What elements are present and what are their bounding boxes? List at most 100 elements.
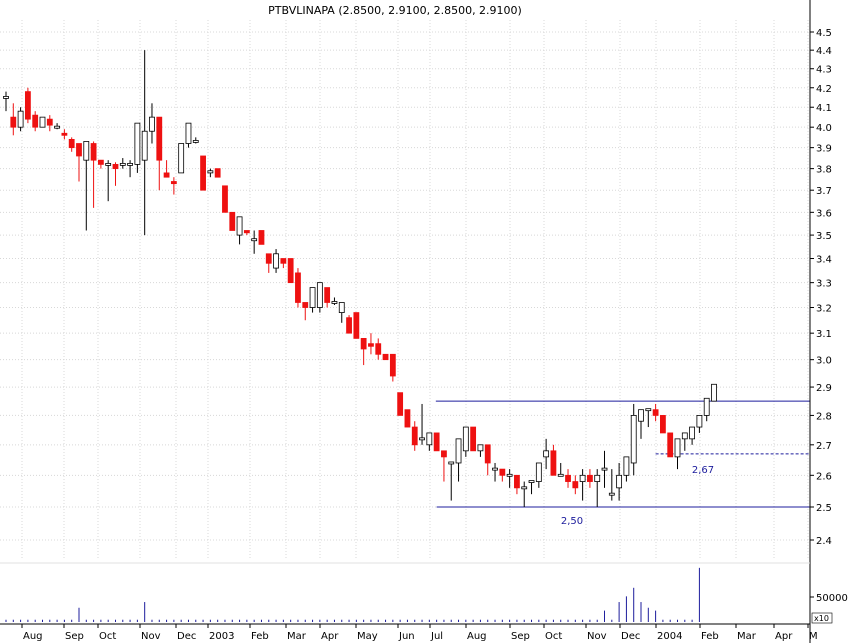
candle-body	[10, 116, 17, 128]
y-tick-label: 4.1	[816, 103, 832, 114]
x-tick-label: Jul	[430, 631, 443, 642]
candle-body	[375, 343, 382, 355]
candle-body	[119, 162, 126, 166]
candle-body	[324, 287, 331, 303]
level-lines: 2,50 2,67	[435, 400, 810, 527]
x-tick-label: Apr	[775, 631, 793, 642]
y-tick-label: 2.9	[816, 383, 832, 394]
candle-body	[433, 432, 440, 452]
x-tick-label: Nov	[141, 631, 161, 642]
y-tick-label: 3.8	[816, 165, 832, 176]
x-tick-label: Aug	[467, 631, 487, 642]
candle-body	[477, 444, 484, 452]
candle-body	[309, 287, 316, 308]
x-tick-label: Sep	[65, 631, 84, 642]
candle-body	[484, 444, 491, 464]
candle-body	[222, 185, 228, 213]
x-tick-label: 2003	[209, 631, 234, 642]
candle-body	[557, 473, 564, 477]
candle-body	[608, 492, 615, 496]
candle-body	[207, 170, 214, 174]
candle-body	[149, 116, 155, 132]
candle-body	[265, 253, 272, 264]
candle-body	[587, 474, 593, 482]
chart-title: PTBVLINAPA (2.8500, 2.9100, 2.8500, 2.91…	[268, 4, 522, 17]
x-tick-label: Mar	[737, 631, 757, 642]
candle-body	[141, 130, 148, 161]
candle-body	[426, 432, 433, 446]
candle-body	[689, 426, 696, 440]
y-tick-label: 2.5	[816, 503, 832, 514]
candle-body	[54, 125, 60, 129]
candle-body	[229, 211, 236, 231]
y-tick-label: 3.9	[816, 144, 832, 155]
candle-body	[68, 138, 75, 149]
candle-body	[506, 473, 513, 477]
candle-body	[565, 474, 571, 482]
volume-multiplier-label: x10	[814, 614, 829, 623]
candle-body	[667, 432, 674, 458]
candle-body	[273, 253, 279, 269]
x-tick-label: Oct	[545, 631, 562, 642]
candle-body	[711, 383, 717, 402]
x-tick-label: Sep	[511, 631, 530, 642]
x-tick-label: Dec	[177, 631, 196, 642]
candle-body	[543, 450, 550, 458]
y-tick-label: 2.8	[816, 411, 832, 422]
candle-body	[170, 181, 177, 185]
candle-body	[368, 343, 374, 347]
candle-body	[90, 143, 97, 161]
annotation-support: 2,50	[561, 516, 583, 527]
candle-body	[528, 480, 535, 483]
candle-body	[696, 415, 703, 428]
x-tick-label: M	[809, 631, 818, 642]
candle-body	[674, 438, 681, 458]
candle-body	[105, 162, 112, 166]
candle-body	[185, 122, 192, 144]
y-tick-label: 2.7	[816, 441, 832, 452]
candle-body	[200, 155, 206, 191]
candle-body	[638, 409, 644, 422]
candle-body	[550, 450, 557, 476]
y-tick-label: 3.0	[816, 356, 832, 367]
x-tick-label: Mar	[287, 631, 307, 642]
x-tick-label: Aug	[23, 631, 43, 642]
candle-body	[411, 426, 418, 446]
y-tick-label: 4.3	[816, 65, 832, 76]
x-tick-label: Jun	[398, 631, 415, 642]
candle-body	[112, 163, 119, 170]
candle-body	[17, 110, 24, 128]
x-tick-label: Feb	[251, 631, 269, 642]
candle-body	[652, 409, 659, 416]
candle-body	[97, 159, 104, 165]
candle-body	[419, 437, 425, 441]
y-tick-label: 3.5	[816, 231, 832, 242]
candle-body	[360, 338, 367, 350]
candle-body	[389, 353, 396, 377]
y-tick-label: 3.7	[816, 186, 832, 197]
y-tick-label: 4.5	[816, 28, 832, 39]
candle-body	[535, 462, 542, 482]
candle-body	[579, 474, 586, 482]
candle-body	[39, 116, 46, 128]
y-tick-label: 4.0	[816, 123, 832, 134]
candle-body	[441, 450, 447, 458]
candles	[3, 50, 717, 508]
candle-body	[316, 282, 323, 308]
candle-body	[521, 486, 528, 490]
candle-body	[127, 162, 133, 166]
candle-body	[660, 415, 666, 434]
y-tick-label: 3.3	[816, 279, 832, 290]
candle-body	[470, 426, 477, 452]
y-tick-label: 2.6	[816, 471, 832, 482]
x-tick-label: 2004	[657, 631, 682, 642]
volume-tick-label: 50000	[816, 593, 848, 604]
candle-body	[32, 114, 39, 128]
candle-body	[302, 302, 309, 308]
annotation-secondary: 2,67	[692, 465, 714, 476]
x-tick-label: Feb	[701, 631, 719, 642]
y-tick-label: 3.6	[816, 208, 832, 219]
candle-body	[623, 456, 630, 476]
candle-body	[499, 468, 506, 476]
